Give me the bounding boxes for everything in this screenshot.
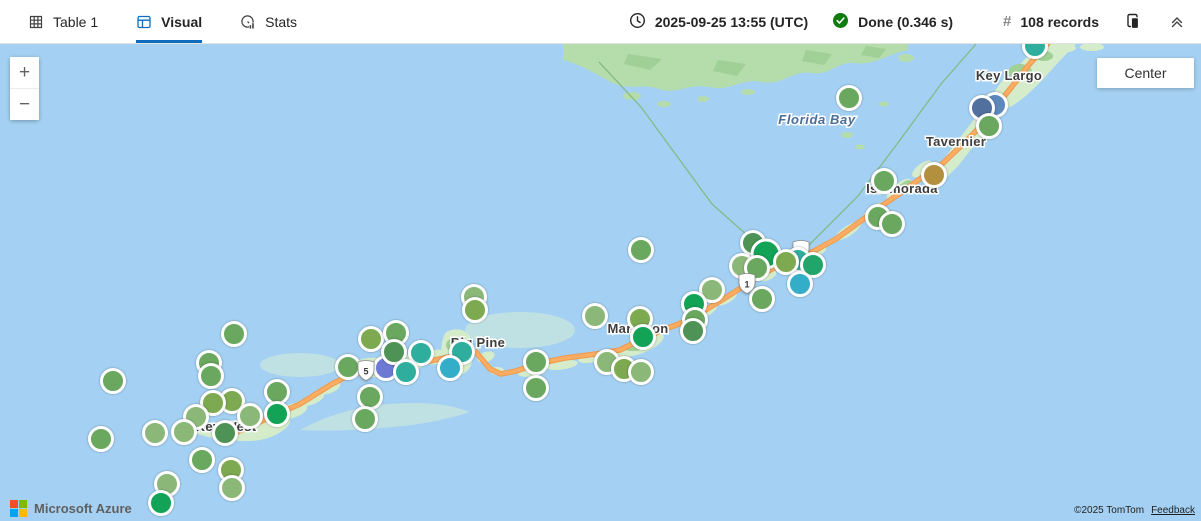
- map-marker[interactable]: [264, 401, 290, 427]
- map-marker[interactable]: [221, 321, 247, 347]
- map-marker[interactable]: [212, 420, 238, 446]
- map-marker[interactable]: [523, 349, 549, 375]
- map-marker[interactable]: [393, 359, 419, 385]
- map-marker[interactable]: [171, 419, 197, 445]
- map-marker[interactable]: [787, 271, 813, 297]
- map-marker[interactable]: [921, 162, 947, 188]
- map-marker[interactable]: [1022, 44, 1048, 59]
- record-count-text: 108 records: [1020, 13, 1099, 30]
- zoom-in-button[interactable]: +: [10, 57, 39, 88]
- tab-table1[interactable]: Table 1: [28, 0, 98, 43]
- map-marker[interactable]: [408, 340, 434, 366]
- map-marker[interactable]: [352, 406, 378, 432]
- feedback-link[interactable]: Feedback: [1151, 505, 1195, 516]
- tab-label: Table 1: [53, 13, 99, 30]
- zoom-out-button[interactable]: −: [10, 89, 39, 120]
- map-marker[interactable]: [773, 249, 799, 275]
- route-shield-1: 1: [738, 273, 756, 294]
- hash-icon: #: [1003, 13, 1012, 30]
- tab-label: Stats: [265, 13, 298, 30]
- zoom-control: + −: [10, 57, 39, 120]
- map-marker[interactable]: [142, 420, 168, 446]
- map-marker[interactable]: [189, 447, 215, 473]
- query-status: Done (0.346 s): [832, 12, 953, 32]
- map-marker[interactable]: [680, 318, 706, 344]
- map-marker[interactable]: [749, 286, 775, 312]
- query-info: 2025-09-25 13:55 (UTC) Done (0.346 s) # …: [629, 11, 1187, 32]
- map-marker[interactable]: [628, 237, 654, 263]
- collapse-icon[interactable]: [1167, 12, 1187, 32]
- tab-visual[interactable]: Visual: [136, 0, 203, 43]
- map-marker[interactable]: [523, 375, 549, 401]
- map-label-florida-bay: Florida Bay: [778, 112, 856, 127]
- tab-stats[interactable]: Stats: [240, 0, 297, 43]
- map-marker[interactable]: [148, 490, 174, 516]
- status-text: Done (0.346 s): [858, 13, 954, 30]
- tab-bar: Table 1 Visual Stats: [28, 0, 297, 43]
- map-marker[interactable]: [879, 211, 905, 237]
- timestamp-text: 2025-09-25 13:55 (UTC): [654, 13, 809, 30]
- status-check-icon: [832, 12, 849, 32]
- map-marker[interactable]: [198, 363, 224, 389]
- park-boundary-line: [598, 61, 757, 244]
- table-icon: [28, 14, 44, 30]
- map-marker[interactable]: [976, 113, 1002, 139]
- map-marker[interactable]: [628, 359, 654, 385]
- map-marker[interactable]: [437, 355, 463, 381]
- map-marker[interactable]: [335, 354, 361, 380]
- map-marker[interactable]: [582, 303, 608, 329]
- map-marker[interactable]: [699, 277, 725, 303]
- azure-attribution-text: Microsoft Azure: [34, 501, 132, 516]
- zoom-divider: [10, 88, 39, 89]
- record-count: # 108 records: [1003, 13, 1099, 30]
- map-label-key-largo: Key Largo: [976, 68, 1042, 83]
- clock-icon: [629, 12, 646, 32]
- map-marker[interactable]: [381, 339, 407, 365]
- map-marker[interactable]: [219, 475, 245, 501]
- map-marker[interactable]: [264, 379, 290, 405]
- results-toolbar: Table 1 Visual Stats 2025-09-25 13:55 (U…: [0, 0, 1201, 44]
- map-marker[interactable]: [237, 403, 263, 429]
- map-marker[interactable]: [200, 390, 226, 416]
- map-label-tavernier: Tavernier: [926, 134, 986, 149]
- map-marker[interactable]: [100, 368, 126, 394]
- microsoft-logo-icon: [10, 500, 27, 517]
- copy-icon[interactable]: [1123, 11, 1143, 32]
- visual-icon: [136, 14, 152, 30]
- svg-text:5: 5: [363, 367, 368, 377]
- query-timestamp: 2025-09-25 13:55 (UTC): [629, 12, 808, 32]
- center-button[interactable]: Center: [1097, 58, 1194, 88]
- map-marker[interactable]: [358, 326, 384, 352]
- stats-icon: [240, 14, 256, 30]
- map-marker[interactable]: [88, 426, 114, 452]
- park-boundary-line: [805, 44, 977, 249]
- map-marker[interactable]: [462, 297, 488, 323]
- map-marker[interactable]: [357, 384, 383, 410]
- map-marker[interactable]: [871, 168, 897, 194]
- map-marker[interactable]: [836, 85, 862, 111]
- azure-attribution: Microsoft Azure: [10, 500, 132, 517]
- tab-label: Visual: [161, 13, 203, 30]
- map-marker[interactable]: [630, 324, 656, 350]
- map-attribution: ©2025 TomTom Feedback: [1074, 505, 1195, 516]
- svg-text:1: 1: [744, 280, 749, 290]
- map-marker[interactable]: [800, 252, 826, 278]
- route-shield-5: 5: [357, 360, 375, 381]
- tomtom-copyright: ©2025 TomTom: [1074, 505, 1145, 516]
